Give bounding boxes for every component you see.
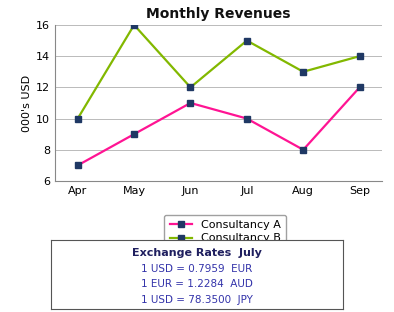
Text: 1 USD = 0.7959  EUR: 1 USD = 0.7959 EUR — [141, 264, 253, 274]
Consultancy B — [132, 23, 136, 27]
Text: Exchange Rates  July: Exchange Rates July — [132, 248, 262, 258]
Consultancy A — [188, 101, 193, 105]
Consultancy A — [132, 132, 136, 136]
Text: 1 EUR = 1.2284  AUD: 1 EUR = 1.2284 AUD — [141, 279, 253, 289]
Line: Consultancy B: Consultancy B — [75, 22, 362, 121]
Consultancy B — [245, 39, 249, 42]
Consultancy B — [75, 117, 80, 120]
Line: Consultancy A: Consultancy A — [75, 85, 362, 168]
Consultancy B — [188, 85, 193, 89]
Consultancy B — [301, 70, 306, 74]
Title: Monthly Revenues: Monthly Revenues — [147, 7, 291, 21]
Consultancy A — [357, 85, 362, 89]
Consultancy A — [301, 148, 306, 152]
Y-axis label: 000's USD: 000's USD — [22, 74, 32, 132]
Legend: Consultancy A, Consultancy B: Consultancy A, Consultancy B — [164, 215, 286, 249]
Consultancy B — [357, 54, 362, 58]
Consultancy A — [245, 117, 249, 120]
Text: 1 USD = 78.3500  JPY: 1 USD = 78.3500 JPY — [141, 295, 253, 305]
Consultancy A — [75, 163, 80, 167]
